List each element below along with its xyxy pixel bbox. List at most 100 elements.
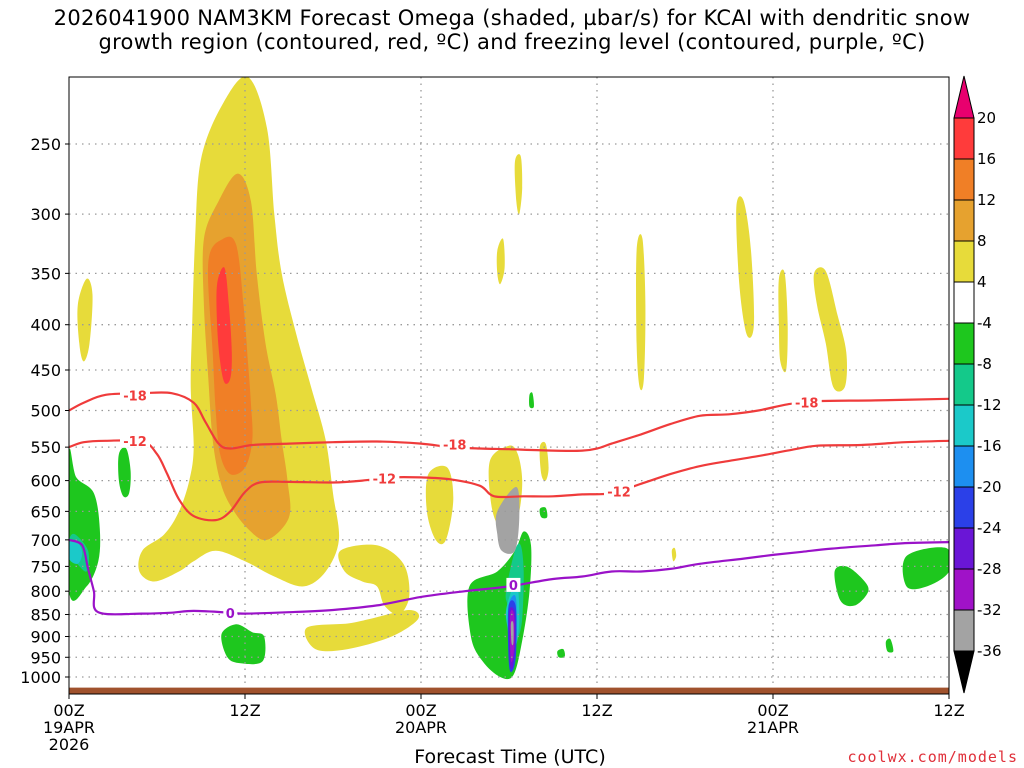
colorbar-tick-label: -28 — [977, 560, 1002, 578]
y-tick-label: 850 — [30, 606, 61, 625]
contour-label: -12 — [607, 485, 631, 500]
y-tick-label: 300 — [30, 205, 61, 224]
omega-region-descent — [510, 621, 514, 646]
contour-labels: -18 -18 -18 -12 -12 -12 0 0 — [120, 388, 822, 622]
colorbar-bin — [953, 322, 975, 365]
chart-title-line-1: 2026041900 NAM3KM Forecast Omega (shaded… — [53, 6, 971, 30]
y-tick-label: 550 — [30, 438, 61, 457]
plot-frame — [68, 76, 950, 695]
omega-region-weak-upward-motion — [778, 269, 788, 373]
omega-region-weak-upward-motion — [338, 544, 410, 615]
x-tick-label: 00Z — [53, 701, 84, 720]
colorbar-bin — [953, 199, 975, 242]
x-tick-label: 20APR — [395, 718, 447, 737]
colorbar-tick-label: 16 — [977, 150, 996, 168]
contour-label-bg — [120, 388, 150, 403]
x-tick-label: 00Z — [405, 701, 436, 720]
colorbar-tick-label: -24 — [977, 519, 1002, 537]
y-tick-label: 400 — [30, 316, 61, 335]
colorbar-tick-label: 20 — [977, 109, 996, 127]
omega-region-weak-upward-motion — [304, 610, 420, 652]
x-tick-label: 21APR — [747, 718, 799, 737]
x-tick-label: 19APR — [43, 718, 95, 737]
chart-title: 2026041900 NAM3KM Forecast Omega (shaded… — [0, 6, 1024, 54]
y-tick-label: 750 — [30, 557, 61, 576]
y-tick-label: 950 — [30, 648, 61, 667]
omega-shading — [69, 77, 949, 680]
y-tick-label: 1000 — [20, 668, 61, 687]
ground-layer — [69, 687, 949, 694]
contour-0-c-freezing-level — [69, 538, 949, 616]
omega-region-weak-upward-motion — [671, 547, 677, 562]
contour-label: -12 — [373, 473, 397, 488]
colorbar-bin — [953, 445, 975, 488]
omega-region-descent — [557, 648, 565, 658]
y-tick-label: 250 — [30, 135, 61, 154]
colorbar-bin-top — [953, 75, 975, 119]
y-tick-label: 450 — [30, 361, 61, 380]
omega-region-weak-upward-motion — [636, 234, 646, 391]
colorbar-tick-label: -12 — [977, 396, 1002, 414]
contour-label: -18 — [443, 438, 467, 453]
omega-region-weak-upward-motion — [736, 196, 755, 338]
colorbar-bin — [953, 609, 975, 652]
colorbar: 20 16 12 8 4 -4 -8 -12 -16 -20 -24 -28 -32 -36 — [953, 75, 1002, 694]
omega-region-upward-motion-core — [216, 267, 232, 384]
contour-label: -18 — [795, 397, 819, 412]
contour-label: -12 — [123, 435, 147, 450]
contour-label: 0 — [226, 607, 235, 622]
omega-region-descent — [118, 447, 131, 498]
omega-region-weak-upward-motion — [514, 154, 523, 215]
omega-region-descent — [539, 507, 548, 519]
site-credit: coolwx.com/models — [847, 748, 1018, 766]
contour-label-bg — [506, 577, 521, 592]
colorbar-bin — [953, 240, 975, 283]
colorbar-bin — [953, 281, 975, 324]
x-tick-label: 12Z — [581, 701, 612, 720]
y-tick-label: 350 — [30, 264, 61, 283]
colorbar-bin — [953, 486, 975, 529]
x-tick-label: 2026 — [49, 735, 90, 754]
contour-label: -18 — [123, 390, 147, 405]
omega-region-weak-upward-motion — [813, 267, 848, 392]
colorbar-tick-label: 4 — [977, 273, 987, 291]
omega-region-descent — [902, 547, 949, 590]
x-tick-label: 12Z — [933, 701, 964, 720]
colorbar-tick-label: 12 — [977, 191, 996, 209]
colorbar-tick-label: -4 — [977, 314, 992, 332]
contour-label-bg — [223, 606, 238, 621]
omega-region-descent — [69, 540, 83, 564]
omega-region-descent — [221, 624, 266, 665]
colorbar-bin-bottom — [953, 650, 975, 694]
gridlines — [69, 77, 949, 694]
y-tick-label: 500 — [30, 402, 61, 421]
contour--12-c-isotherm — [69, 439, 949, 522]
contour-label-bg — [604, 484, 634, 499]
colorbar-tick-label: -20 — [977, 478, 1002, 496]
contour-label-bg — [120, 433, 150, 448]
colorbar-bin — [953, 568, 975, 611]
x-tick-label: 00Z — [757, 701, 788, 720]
colorbar-tick-label: -8 — [977, 355, 992, 373]
contour-label: 0 — [509, 579, 518, 594]
contour-label-bg — [439, 437, 470, 452]
omega-region-descent — [834, 565, 869, 607]
x-axis-title: Forecast Time (UTC) — [414, 746, 606, 768]
y-tick-label: 800 — [30, 582, 61, 601]
colorbar-bin — [953, 527, 975, 570]
colorbar-tick-label: -36 — [977, 642, 1002, 660]
contour-label-bg — [369, 471, 400, 486]
omega-region-descent — [529, 392, 535, 409]
ground-surface — [69, 687, 949, 694]
colorbar-bin — [953, 117, 975, 160]
colorbar-tick-label: 8 — [977, 232, 987, 250]
colorbar-tick-label: -16 — [977, 437, 1002, 455]
omega-region-descent — [885, 638, 894, 653]
omega-region-descent — [495, 486, 520, 554]
x-tick-label: 12Z — [229, 701, 260, 720]
y-tick-label: 650 — [30, 502, 61, 521]
colorbar-bin — [953, 158, 975, 201]
omega-region-weak-upward-motion — [539, 441, 549, 481]
colorbar-tick-label: -32 — [977, 601, 1002, 619]
